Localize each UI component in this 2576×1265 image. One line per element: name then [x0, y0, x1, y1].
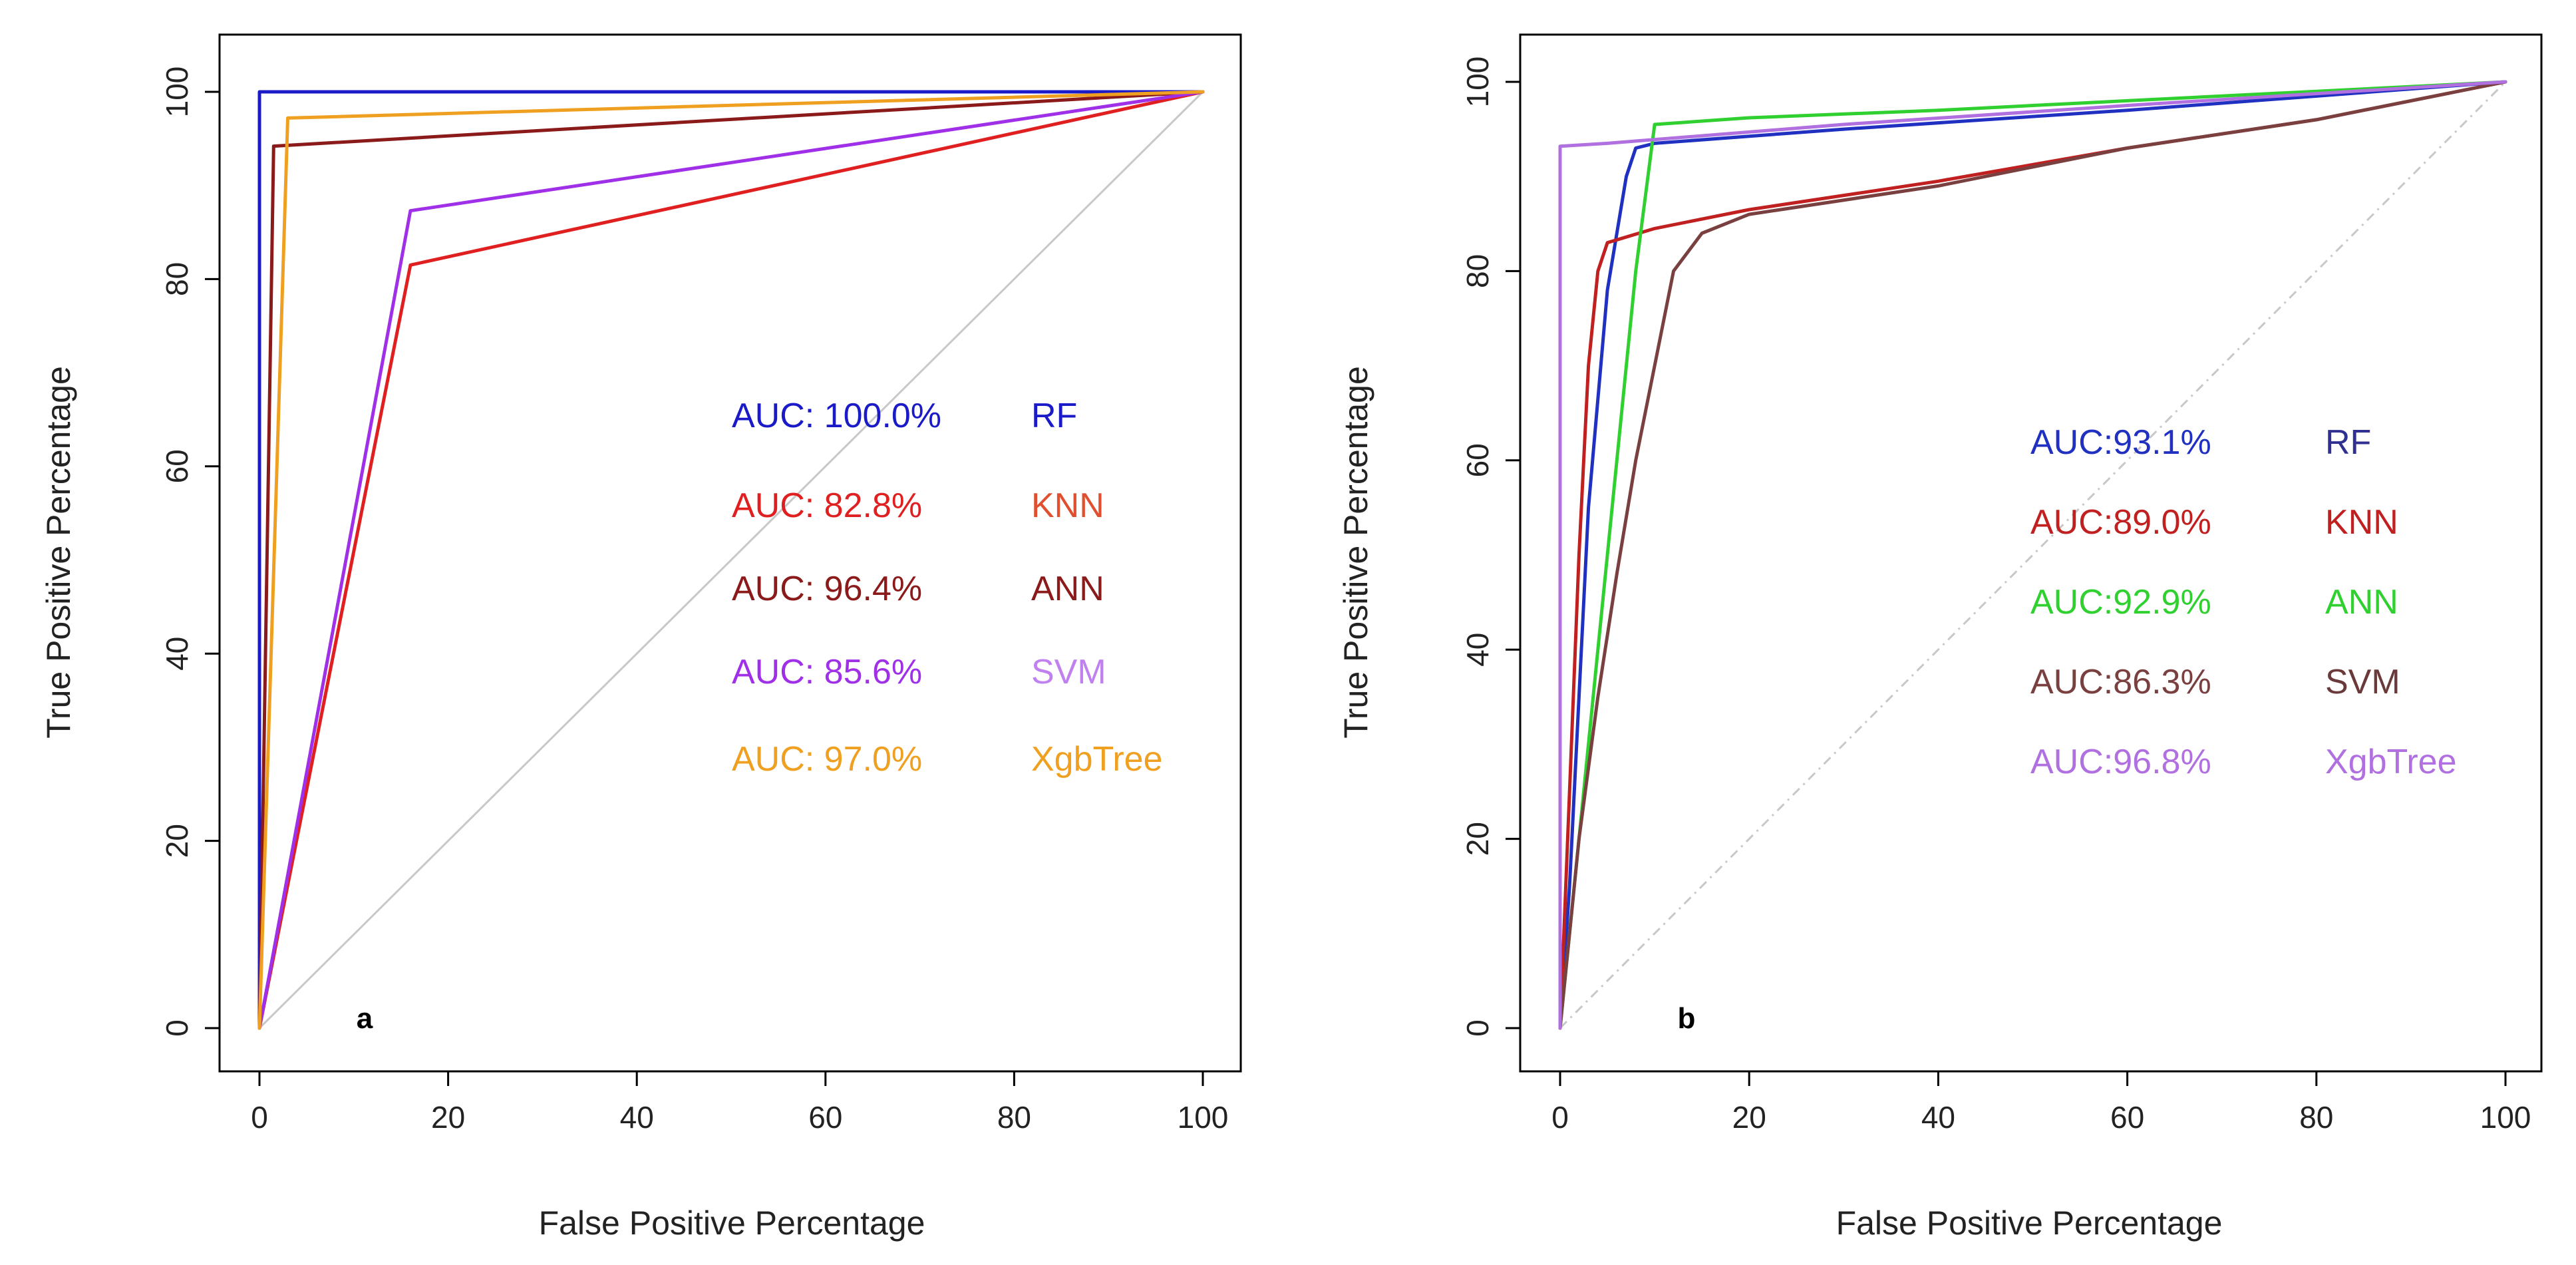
- panel-a-y-tick-label: 80: [160, 262, 194, 296]
- panel-b-legend-auc-knn: AUC:89.0%: [2030, 503, 2211, 542]
- panel-a-legend-auc-ann: AUC: 96.4%: [732, 570, 922, 608]
- panel-b-legend-auc-ann: AUC:92.9%: [2030, 583, 2211, 622]
- panel-a-chart: 0 20 40 60 80 100 0 20 40 60 80 100 False Positive P…: [40, 33, 1242, 1242]
- panel-b-panel-letter: b: [1678, 1002, 1696, 1035]
- panel-b-y-tick-label: 80: [1460, 254, 1495, 288]
- panel-b-x-tick-label: 40: [1921, 1100, 1955, 1135]
- panel-a-diagonal-reference-line: [258, 90, 1204, 1029]
- panel-a-x-tick-label: 40: [620, 1100, 654, 1135]
- panel-a-legend-auc-svm: AUC: 85.6%: [732, 653, 922, 691]
- panel-a-y-tick-label: 100: [160, 67, 194, 118]
- panel-b-x-axis-title: False Positive Percentage: [1836, 1204, 2223, 1242]
- panel-b-y-axis-title: True Positive Percentage: [1337, 366, 1374, 739]
- panel-a-plot-frame: [218, 33, 1242, 1073]
- panel-a-x-axis-title: False Positive Percentage: [539, 1204, 925, 1242]
- panel-a-legend-auc-knn: AUC: 82.8%: [732, 486, 922, 525]
- panel-b-series-xgbtree-line: [1558, 80, 2507, 1030]
- panel-b-series-rf-line: [1558, 80, 2507, 1030]
- panel-b-x-tick-label: 60: [2110, 1100, 2144, 1135]
- panel-b-x-tick-label: 80: [2299, 1100, 2333, 1135]
- panel-a-legend-auc-xgbtree: AUC: 97.0%: [732, 740, 922, 779]
- panel-a-panel-letter: a: [357, 1002, 373, 1035]
- panel-b-x-tick-label: 0: [1551, 1100, 1569, 1135]
- panel-a-legend-name-xgbtree: XgbTree: [1031, 740, 1163, 779]
- panel-a-series-ann-line: [257, 90, 1205, 1030]
- panel-a-y-tick-label: 40: [160, 637, 194, 671]
- panel-b-series-ann-line: [1558, 80, 2507, 1030]
- panel-a-series-knn-line: [257, 90, 1205, 1030]
- panel-b-plot-frame: [1519, 33, 2543, 1073]
- panel-a-series-rf-line: [257, 90, 1205, 1030]
- panel-a-y-tick-label: 20: [160, 824, 194, 858]
- panel-b-legend-auc-rf: AUC:93.1%: [2030, 423, 2211, 462]
- panel-b-legend-name-rf: RF: [2325, 423, 2371, 462]
- panel-b-legend-auc-xgbtree: AUC:96.8%: [2030, 743, 2211, 781]
- panel-b-y-tick-label: 0: [1460, 1019, 1495, 1037]
- panel-b-y-tick-label: 40: [1460, 633, 1495, 667]
- panel-b-series-svm-line: [1558, 80, 2507, 1030]
- panel-a-y-tick-label: 0: [160, 1019, 194, 1037]
- panel-b-x-tick-label: 100: [2480, 1100, 2531, 1135]
- panel-b-y-tick-label: 20: [1460, 822, 1495, 856]
- panel-b-y-tick-label: 100: [1460, 57, 1495, 108]
- panel-a-x-tick-label: 100: [1178, 1100, 1229, 1135]
- panel-b-y-tick-label: 60: [1460, 443, 1495, 477]
- panel-a-legend-name-rf: RF: [1031, 397, 1077, 435]
- panel-b-chart: 0 20 40 60 80 100 0 20 40 60 80 100 False Positive P…: [1337, 33, 2543, 1242]
- panel-a-y-tick-label: 60: [160, 449, 194, 483]
- panel-a-x-tick-label: 60: [808, 1100, 842, 1135]
- panel-a-series-xgbtree-line: [257, 90, 1205, 1030]
- panel-b-diagonal-reference-line: [1559, 81, 2507, 1029]
- panel-b-legend-name-knn: KNN: [2325, 503, 2398, 542]
- panel-a-x-tick-label: 0: [251, 1100, 268, 1135]
- panel-a-y-axis-title: True Positive Percentage: [40, 366, 77, 739]
- panel-a-legend-name-ann: ANN: [1031, 570, 1104, 608]
- panel-a-legend-name-knn: KNN: [1031, 486, 1104, 525]
- panel-a-legend-name-svm: SVM: [1031, 653, 1106, 691]
- panel-b-legend-name-xgbtree: XgbTree: [2325, 743, 2457, 781]
- panel-b-legend-name-ann: ANN: [2325, 583, 2398, 622]
- panel-a-x-tick-label: 20: [431, 1100, 465, 1135]
- panel-b-legend-auc-svm: AUC:86.3%: [2030, 663, 2211, 701]
- panel-b-x-tick-label: 20: [1732, 1100, 1766, 1135]
- panel-a-series-svm-line: [257, 90, 1205, 1030]
- panel-b-legend-name-svm: SVM: [2325, 663, 2400, 701]
- panel-a-x-tick-label: 80: [997, 1100, 1031, 1135]
- panel-a-legend-auc-rf: AUC: 100.0%: [732, 397, 941, 435]
